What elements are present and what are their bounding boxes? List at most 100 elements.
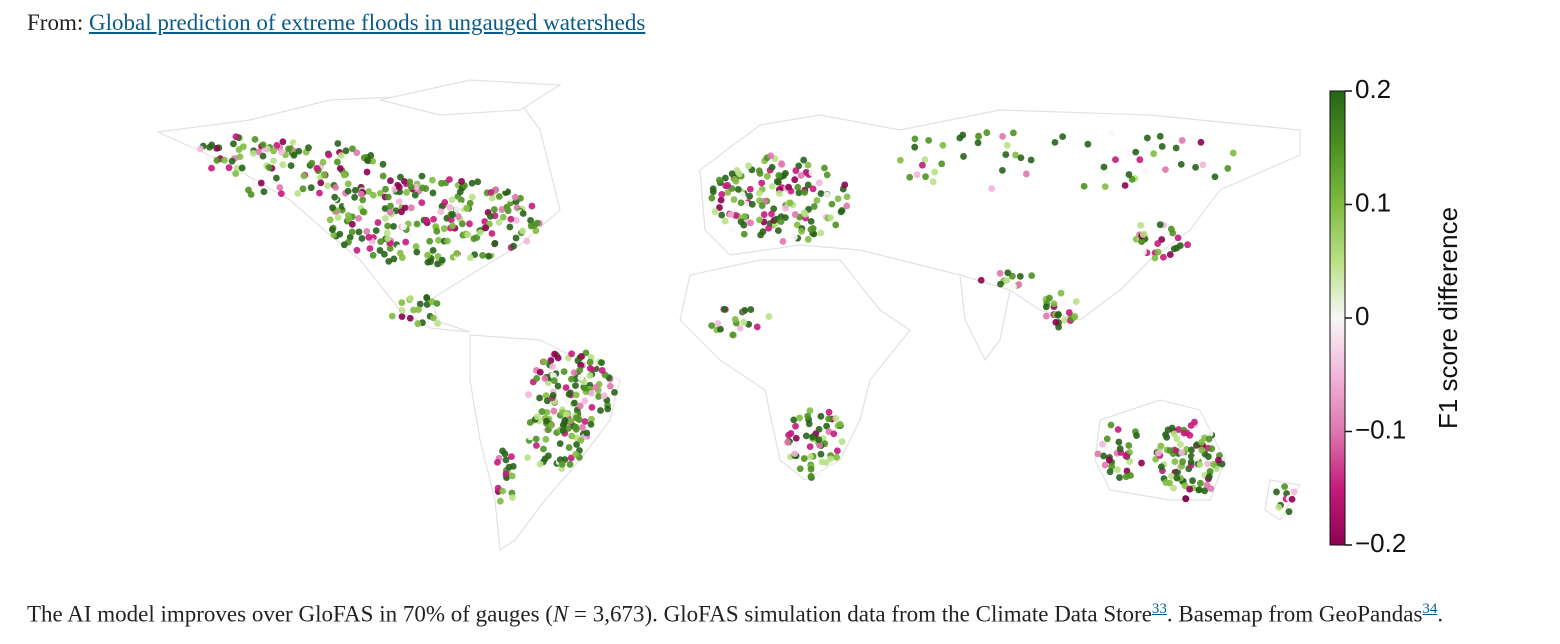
gauge-dot [1028,272,1036,279]
gauge-dot [384,222,392,230]
gauge-dot [308,159,316,167]
gauge-dot [1186,485,1193,493]
gauge-dot [1143,134,1151,142]
gauge-dot [526,433,534,441]
gauge-dot [319,158,327,166]
gauge-dot [1201,487,1209,495]
gauge-dot [1167,225,1175,233]
gauge-dot [817,412,825,420]
gauge-dot [340,241,348,249]
gauge-dot [376,247,384,254]
gauge-dot [598,359,605,367]
gauge-dot [570,369,578,376]
gauge-dot [765,224,772,232]
gauge-dot [588,403,596,411]
gauge-dot [1017,154,1025,162]
gauge-dot [1132,148,1140,156]
gauge-dot [1114,426,1122,433]
gauge-dot [577,436,585,444]
gauge-dot [536,368,544,376]
gauge-dot [482,224,490,232]
gauge-dot [1197,138,1205,146]
gauge-dot [300,172,308,180]
gauge-dot [446,203,454,211]
gauge-dot [495,218,503,226]
gauge-dot [554,382,562,390]
gauge-dot [791,176,799,184]
gauge-dot [491,239,499,247]
gauge-dot [1206,430,1214,437]
gauge-dot [560,368,568,375]
gauge-dot [1100,163,1108,171]
gauge-dot [1205,473,1213,480]
gauge-dot [809,433,816,441]
gauge-dot [359,196,367,204]
gauge-dot [804,412,812,420]
gauge-dot [490,206,498,213]
gauge-dot [805,420,813,428]
gauge-dot [1177,161,1185,168]
gauge-dot [383,229,391,237]
gauge-dot [741,213,748,220]
gauge-dot [358,235,366,242]
colorbar [1329,90,1346,546]
gauge-dot [913,171,921,179]
gauge-dot [760,211,768,218]
gauge-dot [410,306,417,314]
gauge-dot [387,202,394,210]
gauge-dot [604,405,612,413]
gauge-dot [977,276,985,284]
gauge-dot [1116,474,1123,481]
gauge-dot [922,173,929,181]
gauge-dot [342,147,350,155]
gauge-dot [474,178,482,186]
gauge-dot [273,141,281,149]
gauge-dot [1154,240,1162,247]
gauge-dot [463,204,471,212]
gauge-dot [449,211,456,219]
gauge-dot [330,231,338,239]
gauge-dot [1211,173,1219,181]
gauge-dot [1010,282,1017,290]
gauge-dot [424,251,431,259]
gauge-dot [1207,485,1215,492]
gauge-dot [817,190,825,197]
article-link[interactable]: Global prediction of extreme floods in u… [88,10,646,35]
gauge-dot [1192,163,1199,171]
gauge-dot [1275,503,1283,511]
gauge-dot [353,149,361,157]
gauge-dot [279,161,287,169]
gauge-dot [1210,461,1217,468]
gauge-dot [400,177,408,185]
gauge-dot [798,227,805,235]
gauge-dot [1166,447,1174,454]
gauge-dot [768,210,775,218]
gauge-dot [1229,149,1237,157]
reference-link[interactable]: 33 [1151,601,1167,617]
gauge-dot [527,217,534,224]
gauge-dot [558,460,566,468]
gauge-dot [390,222,397,230]
gauge-dot [523,237,531,245]
gauge-dot [502,456,510,464]
gauge-dot [718,211,726,219]
gauge-dot [1101,183,1109,191]
gauge-dot [1191,418,1198,426]
gauge-dot [285,145,292,153]
gauge-dot [278,148,286,156]
header: From: Global prediction of extreme flood… [27,10,645,36]
gauge-dot [731,175,738,183]
gauge-dot [1046,294,1053,302]
gauge-dot [1290,488,1298,496]
gauge-dot [825,408,833,416]
gauge-dot [270,157,277,165]
reference-link[interactable]: 34 [1422,601,1438,617]
gauge-dot [809,185,817,193]
gauge-dot [759,228,767,236]
gauge-dot [606,382,614,390]
gauge-dot [305,144,312,152]
gauge-dot [755,189,763,197]
gauge-dot [1187,452,1195,460]
gauge-dot [367,152,375,159]
